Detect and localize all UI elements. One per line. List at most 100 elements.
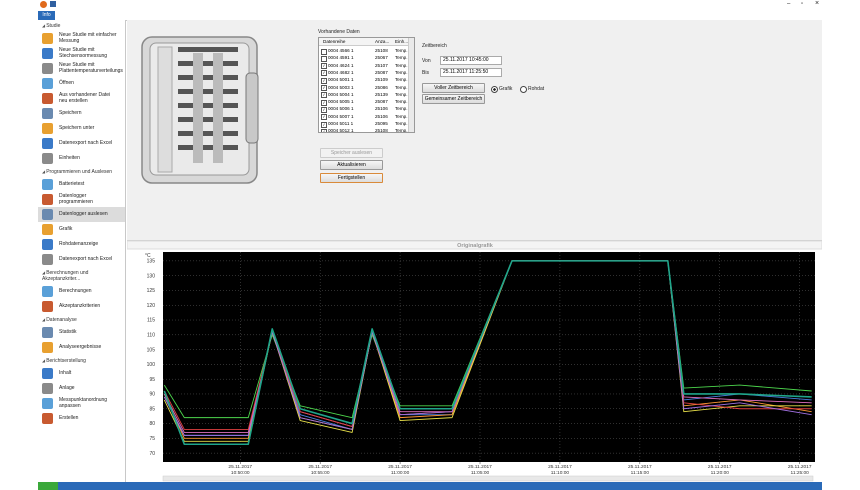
menu-item[interactable]: Rohdatenanzeige (38, 237, 125, 252)
menu-item[interactable]: Anlage (38, 381, 125, 396)
series-line (163, 260, 812, 446)
list-row[interactable]: ✓ 0004 5003 1 25086 Temp. (319, 84, 408, 91)
checkbox[interactable] (321, 48, 327, 55)
section-header[interactable]: Studie (38, 20, 125, 31)
y-tick-label: 100 (147, 362, 156, 368)
list-row[interactable]: ✓ 0004 5005 1 25087 Temp. (319, 98, 408, 106)
menu-item[interactable]: Datenlogger auslesen (38, 207, 125, 222)
menu-icon (42, 108, 53, 119)
menu-item[interactable]: Batterietest (38, 177, 125, 192)
minimize-button[interactable]: – (787, 1, 791, 7)
menu-item[interactable]: Analyseergebnisse (38, 340, 125, 355)
menu-item[interactable]: Erstellen (38, 411, 125, 426)
column-header[interactable]: Einh... (395, 39, 409, 44)
menu-item[interactable]: Statistik (38, 325, 125, 340)
menu-item[interactable]: Datenexport nach Excel (38, 136, 125, 151)
checkbox[interactable]: ✓ (321, 77, 327, 84)
column-header[interactable]: Datenreihe (323, 39, 346, 44)
menu-item[interactable]: Speichern (38, 106, 125, 121)
menu-item[interactable]: Neue Studie mit einfacher Messung (38, 31, 125, 46)
x-tick-time: 11:05:00 (471, 470, 490, 476)
list-row[interactable]: ✓ 0004 5001 1 25109 Temp. (319, 76, 408, 84)
list-row[interactable]: ✓ 0004 5012 1 25108 Temp. (319, 127, 408, 133)
info-tab[interactable]: Info (38, 11, 55, 20)
menu-label: Statistik (59, 328, 77, 335)
read-memory-button: Speicher auslesen (320, 148, 383, 158)
y-tick-label: 75 (149, 436, 155, 442)
checkbox[interactable]: ✓ (321, 92, 327, 99)
cell: Temp. (395, 77, 408, 83)
x-tick-time: 11:15:00 (631, 470, 650, 476)
common-range-button[interactable]: Gemeinsamer Zeitbereich (422, 94, 485, 104)
list-row[interactable]: ✓ 0004 5006 1 25106 Temp. (319, 105, 408, 113)
list-row[interactable]: ✓ 0004 5007 1 25106 Temp. (319, 113, 408, 121)
menu-item[interactable]: Neue Studie mit Plattentemperaturverteil… (38, 61, 125, 76)
checkbox[interactable]: ✓ (321, 70, 327, 77)
menu-item[interactable]: Grafik (38, 222, 125, 237)
y-tick-label: 70 (149, 451, 155, 457)
close-button[interactable]: × (815, 0, 820, 7)
checkbox[interactable]: ✓ (321, 63, 327, 70)
checkbox[interactable]: ✓ (321, 85, 327, 91)
menu-icon (42, 239, 53, 250)
checkbox[interactable] (321, 55, 327, 62)
list-row[interactable]: 0004 4566 1 25108 Temp. (319, 47, 408, 55)
menu-item[interactable]: Datenexport nach Excel (38, 252, 125, 267)
x-tick-time: 11:20:00 (711, 470, 730, 476)
section-header[interactable]: Datenanalyse (38, 314, 125, 325)
cell: 25087 (375, 69, 388, 75)
checkbox[interactable]: ✓ (321, 99, 327, 106)
from-input[interactable]: 25.11.2017 10:45:00 (440, 56, 502, 65)
menu-item[interactable]: Neue Studie mit Stechsensormessung (38, 46, 125, 61)
section-header[interactable]: Berechnungen und Akzeptanzkriter... (38, 267, 125, 284)
list-row[interactable]: ✓ 0004 5011 1 25095 Temp. (319, 120, 408, 128)
section-header[interactable]: Berichtserstellung (38, 355, 125, 366)
list-row[interactable]: ✓ 0004 4682 1 25087 Temp. (319, 69, 408, 77)
cell: 25106 (375, 113, 388, 119)
menu-item[interactable]: Inhalt (38, 366, 125, 381)
menu-item[interactable]: Messpunktanordnung anpassen (38, 396, 125, 411)
list-row[interactable]: ✓ 0004 4624 1 25107 Temp. (319, 62, 408, 70)
checkbox[interactable]: ✓ (321, 121, 327, 128)
radio-graph[interactable] (491, 86, 498, 93)
list-row[interactable]: 0004 4591 1 25067 Temp. (319, 54, 408, 62)
to-input[interactable]: 25.11.2017 11:25:50 (440, 68, 502, 77)
cell: 25109 (375, 77, 388, 83)
checkbox[interactable]: ✓ (321, 114, 327, 121)
list-row[interactable]: ✓ 0004 5004 1 25139 Temp. (319, 91, 408, 99)
section-header[interactable]: Programmieren und Auslesen (38, 166, 125, 177)
title-bar (127, 240, 822, 250)
menu-label: Speichern unter (59, 124, 95, 131)
menu-item[interactable]: Akzeptanzkriterien (38, 299, 125, 314)
menu-label: Rohdatenanzeige (59, 240, 99, 247)
radio-raw[interactable] (520, 86, 527, 93)
y-tick-label: 85 (149, 406, 155, 412)
finish-button[interactable]: Fertigstellen (320, 173, 383, 183)
menu-icon (42, 48, 53, 59)
menu-item[interactable]: Berechnungen (38, 284, 125, 299)
status-bar (38, 482, 822, 490)
save-icon[interactable] (50, 1, 56, 7)
menu-item[interactable]: Öffnen (38, 76, 125, 91)
menu-item[interactable]: Einheiten (38, 151, 125, 166)
refresh-button[interactable]: Aktualisieren (320, 160, 383, 170)
cell: Temp. (395, 113, 408, 119)
x-tick-date: 25.11.2017 (308, 464, 332, 470)
menu-item[interactable]: Datenlogger programmieren (38, 192, 125, 207)
menu-label: Datenexport nach Excel (59, 255, 113, 262)
checkbox[interactable]: ✓ (321, 128, 327, 133)
cell: 0004 4591 1 (328, 55, 354, 61)
restore-button[interactable]: ▫ (801, 1, 804, 7)
cell: Temp. (395, 55, 408, 61)
x-tick-date: 25.11.2017 (708, 464, 732, 470)
cell: Temp. (395, 69, 408, 75)
cell: 0004 5012 1 (328, 128, 354, 133)
scrollbar[interactable] (408, 38, 414, 132)
list-title: Vorhandene Daten (318, 29, 360, 35)
menu-item[interactable]: Speichern unter (38, 121, 125, 136)
column-header[interactable]: Anza... (375, 39, 390, 44)
checkbox[interactable]: ✓ (321, 106, 327, 113)
x-tick-time: 11:00:00 (391, 470, 410, 476)
full-range-button[interactable]: Voller Zeitbereich (422, 83, 485, 93)
menu-item[interactable]: Aus vorhandener Datei neu erstellen (38, 91, 125, 106)
